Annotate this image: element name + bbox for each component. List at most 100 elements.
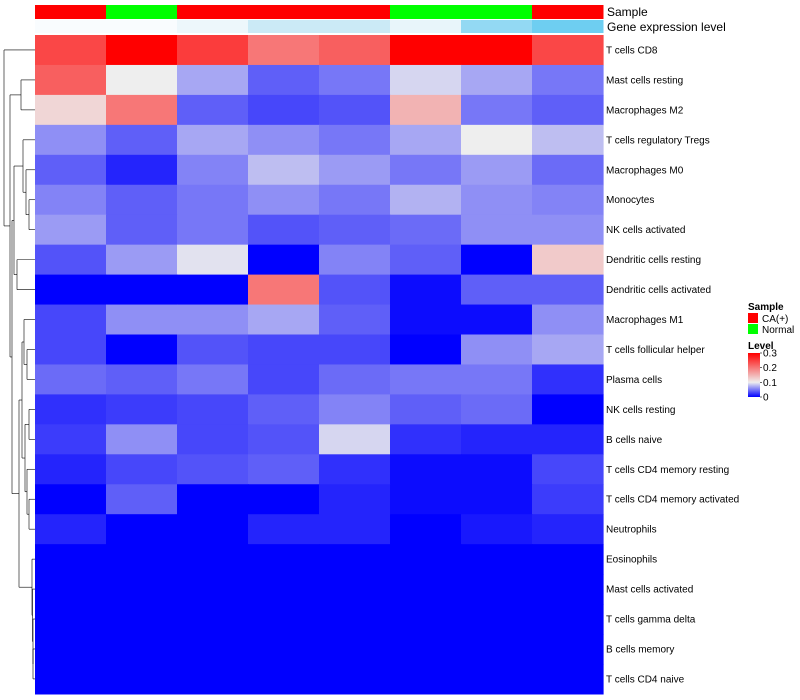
row-label: T cells follicular helper [606,345,705,356]
row-label: T cells CD4 naive [606,674,685,685]
heatmap-cell [461,484,533,515]
row-label: T cells CD8 [606,45,658,56]
legend-level-title: Level [748,341,774,352]
heatmap-cell [390,35,462,66]
legend-sample-label: CA(+) [762,314,788,325]
row-label: T cells CD4 memory resting [606,465,729,476]
heatmap-cell [461,394,533,425]
row-label: Neutrophils [606,525,657,536]
heatmap-cell [177,634,249,665]
heatmap-cell [319,484,391,515]
gene-annotation-cell [461,20,533,33]
heatmap-cell [106,154,178,186]
heatmap-cell [532,124,604,156]
heatmap-cell [461,514,533,545]
row-label: Dendritic cells resting [606,255,701,266]
heatmap-cell [177,454,249,485]
heatmap-cell [319,334,391,366]
heatmap-cell [532,544,604,575]
heatmap-cell [532,394,604,425]
heatmap-cell [177,663,249,695]
heatmap-cell [248,214,320,246]
heatmap-cell [106,274,178,306]
heatmap-cell [177,124,249,156]
heatmap-cell [532,634,604,665]
heatmap-cell [177,154,249,186]
legend-tick-label: 0.1 [763,378,777,389]
heatmap-cell [248,424,320,455]
heatmap-cell [248,663,320,695]
heatmap-cell [106,94,178,126]
heatmap-cell [177,574,249,605]
gene-annotation-cell [177,20,249,33]
heatmap-cell [106,424,178,455]
heatmap-cell [35,214,107,246]
sample-annotation-cell [461,5,533,19]
heatmap-cell [390,304,462,336]
legend-tick-label: 0.3 [763,349,777,360]
heatmap-cell [106,663,178,695]
heatmap-cell [461,634,533,665]
heatmap-cell [319,514,391,545]
heatmap-cell [532,514,604,545]
heatmap-cell [106,484,178,515]
heatmap-cell [177,514,249,545]
heatmap-cell [106,364,178,395]
legend-sample-title: Sample [748,302,784,313]
heatmap-cell [319,274,391,306]
heatmap-cell [390,544,462,575]
heatmap-cell [390,514,462,545]
heatmap-cell [35,663,107,695]
heatmap-cell [248,154,320,186]
heatmap-cell [177,394,249,425]
heatmap-cell [248,94,320,126]
sample-annotation-label: Sample [607,5,648,19]
row-label: T cells CD4 memory activated [606,495,739,506]
heatmap-cell [461,214,533,246]
heatmap-cell [390,124,462,156]
row-label: B cells memory [606,644,674,655]
row-label: Mast cells activated [606,585,693,596]
row-label: Mast cells resting [606,75,683,86]
heatmap-cell [106,244,178,276]
row-label: Monocytes [606,195,654,206]
gene-annotation-cell [319,20,391,33]
heatmap-cell [532,64,604,96]
heatmap-cell [248,124,320,156]
heatmap-cell [390,154,462,186]
row-label: NK cells resting [606,405,675,416]
row-label: NK cells activated [606,225,685,236]
heatmap-cell [35,154,107,186]
heatmap-cell [390,663,462,695]
sample-annotation-cell [35,5,107,19]
row-label: Eosinophils [606,555,657,566]
heatmap-cell [35,574,107,605]
heatmap-cell [35,94,107,126]
legend-sample-entries: CA(+)Normal [748,313,794,336]
heatmap-cell [35,35,107,66]
heatmap-cell [532,334,604,366]
heatmap-cell [532,364,604,395]
sample-annotation-cell [319,5,391,19]
gene-annotation-cell [390,20,462,33]
row-label: B cells naive [606,435,663,446]
legend-sample-swatch [748,324,758,334]
heatmap-cell [319,154,391,186]
heatmap-cell [461,154,533,186]
heatmap-cell [461,94,533,126]
heatmap-cells [35,35,604,695]
heatmap-cell [319,663,391,695]
heatmap-cell [461,184,533,216]
gene-expression-annotation-bar [35,20,604,33]
heatmap-cell [35,514,107,545]
gene-annotation-cell [532,20,604,33]
legend: Sample CA(+)Normal Level 0.3 0.2 0.1 0 [748,302,794,404]
gene-annotation-cell [248,20,320,33]
sample-annotation-cell [106,5,178,19]
heatmap-cell [177,94,249,126]
heatmap-cell [319,544,391,575]
heatmap-cell [532,184,604,216]
heatmap-cell [390,424,462,455]
heatmap-cell [461,244,533,276]
